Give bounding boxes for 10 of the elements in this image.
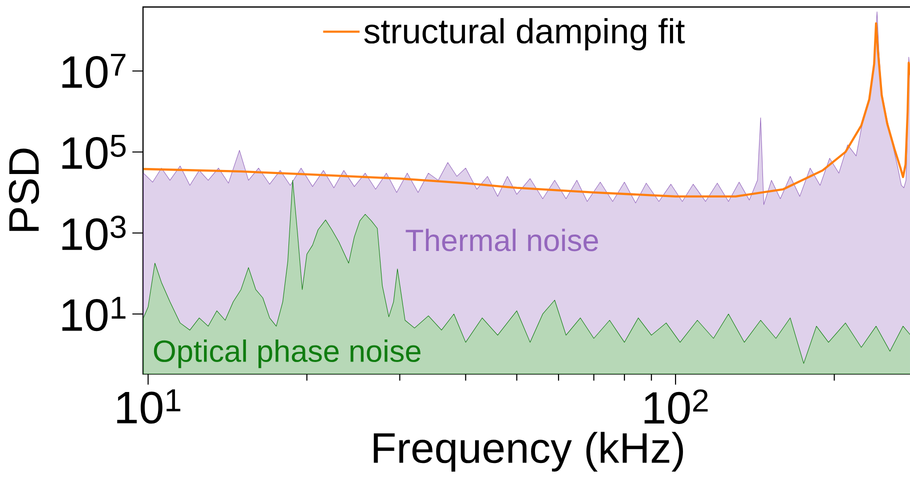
y-axis-title: PSD <box>8 148 40 231</box>
x-tick-label: 10$^{2}$ <box>644 389 708 424</box>
legend-label: structural damping fit <box>364 18 685 50</box>
x-axis-title: Frequency (kHz) <box>374 432 683 472</box>
y-tick-label: 10$^{1}$ <box>62 296 126 332</box>
series-label: Optical phase noise <box>154 340 420 368</box>
y-tick-label: 10$^{5}$ <box>62 134 126 170</box>
y-tick-label: 10$^{7}$ <box>62 54 126 88</box>
series-label: Thermal noise <box>406 228 598 252</box>
y-tick-label: 10$^{3}$ <box>62 216 126 250</box>
